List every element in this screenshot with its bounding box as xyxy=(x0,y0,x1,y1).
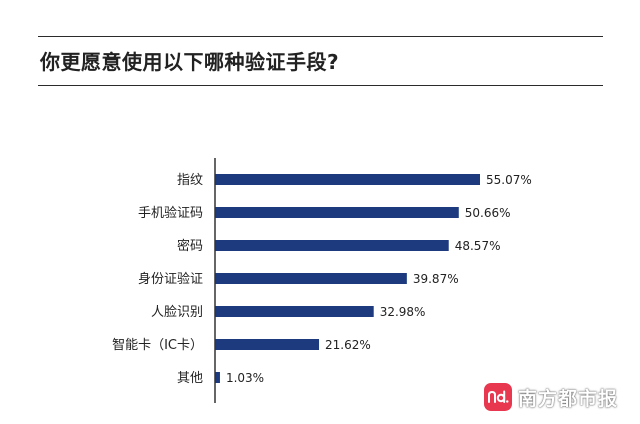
nd-logo-icon xyxy=(484,383,512,411)
bar-6 xyxy=(215,372,220,383)
value-label: 21.62% xyxy=(325,338,371,352)
bar-3 xyxy=(215,273,407,284)
bar-2 xyxy=(215,240,449,251)
category-label: 指纹 xyxy=(177,173,203,188)
bar-5 xyxy=(215,339,320,350)
title-bottom-rule xyxy=(38,85,603,86)
category-label: 人脸识别 xyxy=(151,305,203,320)
chart-title: 你更愿意使用以下哪种验证手段? xyxy=(40,50,340,74)
brand-watermark: 南方都市报 xyxy=(484,383,618,411)
value-label: 55.07% xyxy=(486,173,532,187)
category-label: 其他 xyxy=(177,371,203,386)
value-label: 32.98% xyxy=(380,305,426,319)
value-label: 39.87% xyxy=(413,272,459,286)
category-label: 手机验证码 xyxy=(138,205,203,221)
category-label: 密码 xyxy=(177,238,203,254)
value-label: 1.03% xyxy=(226,371,264,385)
bar-0 xyxy=(215,174,480,185)
bar-4 xyxy=(215,306,374,317)
bar-1 xyxy=(215,207,459,218)
category-label: 智能卡（IC卡） xyxy=(112,338,203,353)
top-rule xyxy=(38,36,603,37)
category-label: 身份证验证 xyxy=(138,271,203,287)
brand-name: 南方都市报 xyxy=(518,387,619,410)
value-label: 48.57% xyxy=(455,239,501,253)
value-label: 50.66% xyxy=(465,206,511,220)
